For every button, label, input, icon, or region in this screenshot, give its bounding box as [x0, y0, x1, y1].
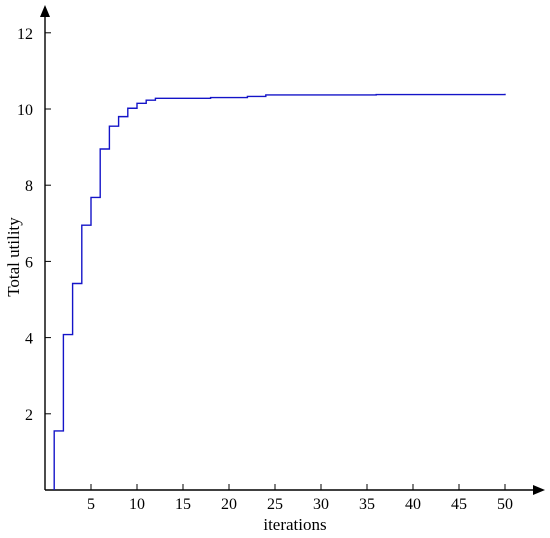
- x-tick-label: 35: [359, 496, 375, 513]
- x-axis-title: iterations: [263, 515, 326, 534]
- y-tick-label: 4: [25, 331, 33, 348]
- x-tick-label: 20: [221, 496, 237, 513]
- x-axis-arrow: [533, 485, 545, 495]
- x-tick-label: 45: [451, 496, 467, 513]
- x-tick-label: 25: [267, 496, 283, 513]
- ticks-layer: 5 10 15 20 25 30 35 40 45 50 2 4 6 8 10 12: [17, 26, 513, 513]
- y-tick-label: 2: [25, 407, 33, 424]
- y-tick-label: 10: [17, 102, 33, 119]
- y-tick-label: 12: [17, 26, 33, 43]
- y-axis-title: Total utility: [4, 217, 23, 297]
- y-axis-arrow: [40, 5, 50, 17]
- x-tick-label: 15: [175, 496, 191, 513]
- x-tick-label: 5: [87, 496, 95, 513]
- series-layer: [53, 93, 506, 490]
- series-line-0: [53, 93, 506, 490]
- y-tick-label: 8: [25, 178, 33, 195]
- axes-layer: [40, 5, 545, 495]
- x-tick-label: 30: [313, 496, 329, 513]
- x-tick-label: 10: [129, 496, 145, 513]
- y-tick-label: 6: [25, 254, 33, 271]
- x-tick-label: 50: [497, 496, 513, 513]
- x-tick-label: 40: [405, 496, 421, 513]
